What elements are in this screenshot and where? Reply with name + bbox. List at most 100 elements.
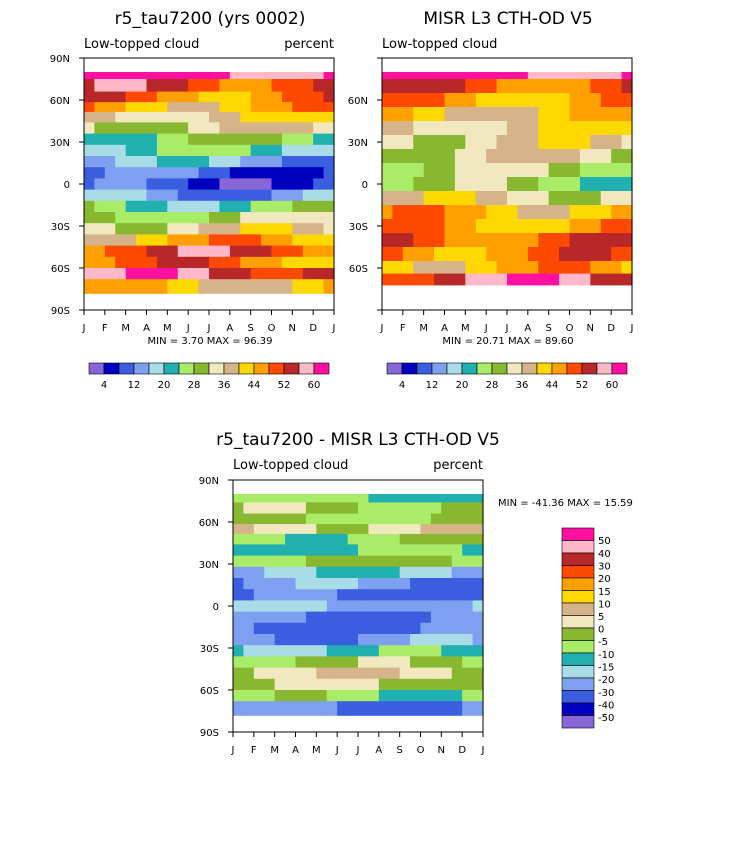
heatmap-cell xyxy=(136,102,148,113)
heatmap-cell xyxy=(313,91,325,103)
heatmap-cell xyxy=(229,156,241,168)
heatmap-cell xyxy=(292,122,304,135)
heatmap-cell xyxy=(229,189,241,202)
heatmap-cell xyxy=(347,645,359,657)
heatmap-cell xyxy=(198,91,210,103)
heatmap-cell xyxy=(358,533,370,545)
heatmap-cell xyxy=(517,233,529,248)
colorbar-label: 50 xyxy=(598,536,611,547)
heatmap-cell xyxy=(402,79,414,94)
heatmap-cell xyxy=(313,223,325,235)
heatmap-cell xyxy=(454,247,466,262)
heatmap-cell xyxy=(323,91,335,103)
heatmap-cell xyxy=(104,79,116,93)
heatmap-cell xyxy=(402,233,414,248)
heatmap-cell xyxy=(233,533,245,545)
heatmap-cell xyxy=(382,219,394,234)
heatmap-cell xyxy=(517,93,529,108)
heatmap-cell xyxy=(337,600,349,613)
heatmap-cell xyxy=(84,268,96,280)
heatmap-cell xyxy=(240,167,252,179)
heatmap-cell xyxy=(84,156,96,168)
heatmap-cell xyxy=(253,600,265,613)
heatmap-cell xyxy=(538,149,550,164)
heatmap-cell xyxy=(465,163,477,178)
heatmap-cell xyxy=(125,212,137,224)
colorbar-swatch xyxy=(521,362,538,375)
heatmap-cell xyxy=(264,701,276,716)
heatmap-cell xyxy=(548,177,560,192)
heatmap-cell xyxy=(472,656,484,669)
heatmap-cell xyxy=(382,247,394,262)
heatmap-cell xyxy=(527,247,539,262)
heatmap-cell xyxy=(472,667,484,680)
heatmap-cell xyxy=(264,502,276,515)
heatmap-cell xyxy=(611,107,623,122)
heatmap-cell xyxy=(402,135,414,150)
heatmap-cell xyxy=(420,524,432,535)
heatmap-cell xyxy=(378,494,390,503)
heatmap-cell xyxy=(209,234,221,247)
y-tick-label: 60S xyxy=(51,264,70,275)
heatmap-cell xyxy=(271,212,283,224)
heatmap-cell xyxy=(84,102,96,113)
heatmap-cell xyxy=(569,121,581,136)
heatmap-cell xyxy=(104,189,116,202)
colorbar-label: 4 xyxy=(101,380,107,391)
heatmap-cell xyxy=(94,234,106,247)
heatmap-cell xyxy=(209,102,221,113)
colorbar-swatch xyxy=(491,362,508,375)
colorbar-swatch xyxy=(103,362,120,375)
heatmap-cell xyxy=(326,690,338,702)
heatmap-cell xyxy=(292,111,304,123)
heatmap-cell xyxy=(271,279,283,294)
heatmap-cell xyxy=(281,178,293,191)
heatmap-cell xyxy=(146,111,158,123)
heatmap-cell xyxy=(590,219,602,234)
heatmap-cell xyxy=(167,79,179,93)
heatmap-cell xyxy=(462,634,474,646)
heatmap-cell xyxy=(451,578,463,590)
heatmap-cell xyxy=(590,149,602,164)
heatmap-cell xyxy=(219,200,231,213)
heatmap-cell xyxy=(302,245,314,258)
heatmap-cell xyxy=(136,122,148,135)
heatmap-cell xyxy=(167,91,179,103)
heatmap-cell xyxy=(472,690,484,702)
heatmap-cell xyxy=(378,566,390,579)
heatmap-cell xyxy=(274,600,286,613)
heatmap-cell xyxy=(295,502,307,515)
heatmap-cell xyxy=(253,494,265,503)
heatmap-cell xyxy=(475,163,487,178)
heatmap-cell xyxy=(358,544,370,557)
heatmap-cell xyxy=(253,678,265,691)
heatmap-cell xyxy=(382,261,394,275)
heatmap-cell xyxy=(382,107,394,122)
heatmap-cell xyxy=(271,178,283,191)
heatmap-cell xyxy=(271,245,283,258)
heatmap-cell xyxy=(444,233,456,248)
colorbar-swatch xyxy=(611,362,628,375)
heatmap-cell xyxy=(462,566,474,579)
heatmap-cell xyxy=(188,189,200,202)
heatmap-cell xyxy=(441,513,453,525)
heatmap-cell xyxy=(389,701,401,716)
heatmap-cell xyxy=(389,502,401,515)
heatmap-cell xyxy=(392,93,404,108)
heatmap-cell xyxy=(621,121,633,136)
heatmap-cell xyxy=(302,133,314,146)
heatmap-cell xyxy=(465,149,477,164)
heatmap-cell xyxy=(517,107,529,122)
heatmap-cell xyxy=(125,133,137,146)
heatmap-cell xyxy=(295,513,307,525)
heatmap-cell xyxy=(486,233,498,248)
heatmap-cell xyxy=(104,102,116,113)
heatmap-cell xyxy=(156,79,168,93)
heatmap-cell xyxy=(115,167,127,179)
heatmap-cell xyxy=(233,494,245,503)
heatmap-cell xyxy=(156,156,168,168)
heatmap-cell xyxy=(253,656,265,669)
heatmap-cell xyxy=(368,656,380,669)
heatmap-cell xyxy=(177,212,189,224)
heatmap-cell xyxy=(410,634,422,646)
